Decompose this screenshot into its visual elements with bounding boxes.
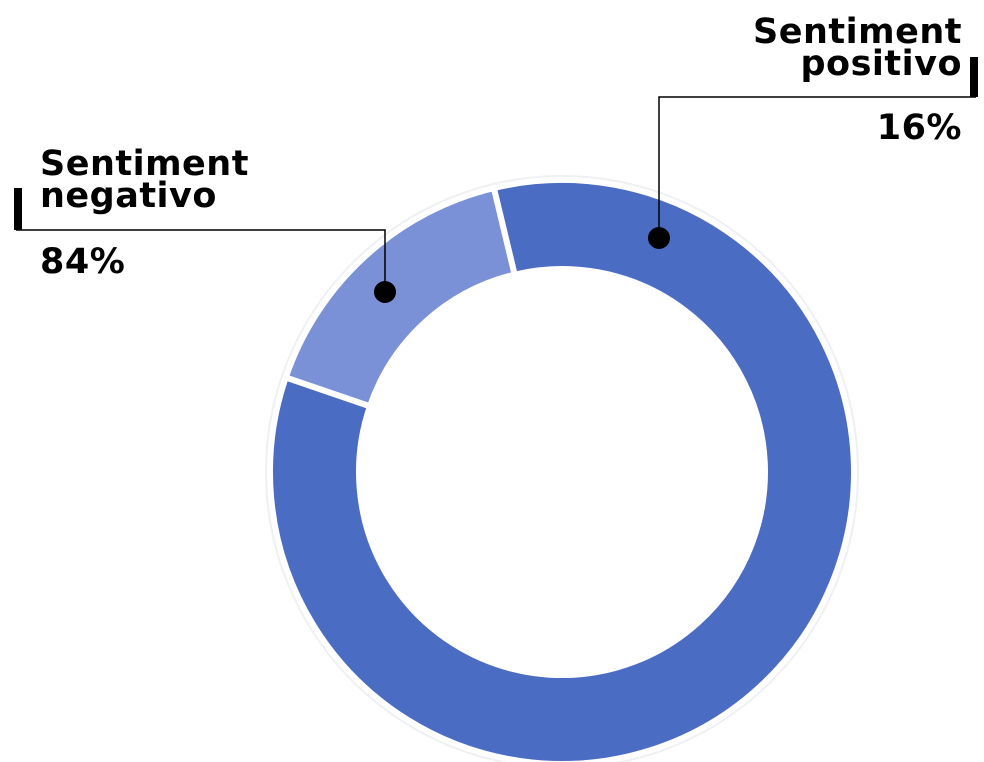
negative-label-line1: Sentiment [40, 144, 249, 184]
donut-slice-positive [281, 184, 519, 411]
negative-label: Sentiment negativo [40, 144, 249, 216]
negative-leader-dot [374, 281, 396, 303]
positive-leader-line [658, 96, 976, 238]
negative-label-line2: negativo [40, 176, 217, 216]
donut-slices [265, 175, 859, 762]
positive-label-line2: positivo [800, 44, 962, 84]
negative-percentage: 84% [40, 242, 126, 282]
positive-label-line1: Sentiment [753, 12, 962, 52]
negative-leader-line [16, 229, 386, 292]
leader-lines [14, 57, 978, 303]
positive-label-marker [970, 57, 978, 97]
positive-leader-dot [648, 227, 670, 249]
negative-label-marker [14, 188, 22, 230]
positive-label: Sentiment positivo [753, 12, 962, 84]
donut-slice-negative [267, 177, 857, 762]
positive-percentage: 16% [876, 108, 962, 148]
